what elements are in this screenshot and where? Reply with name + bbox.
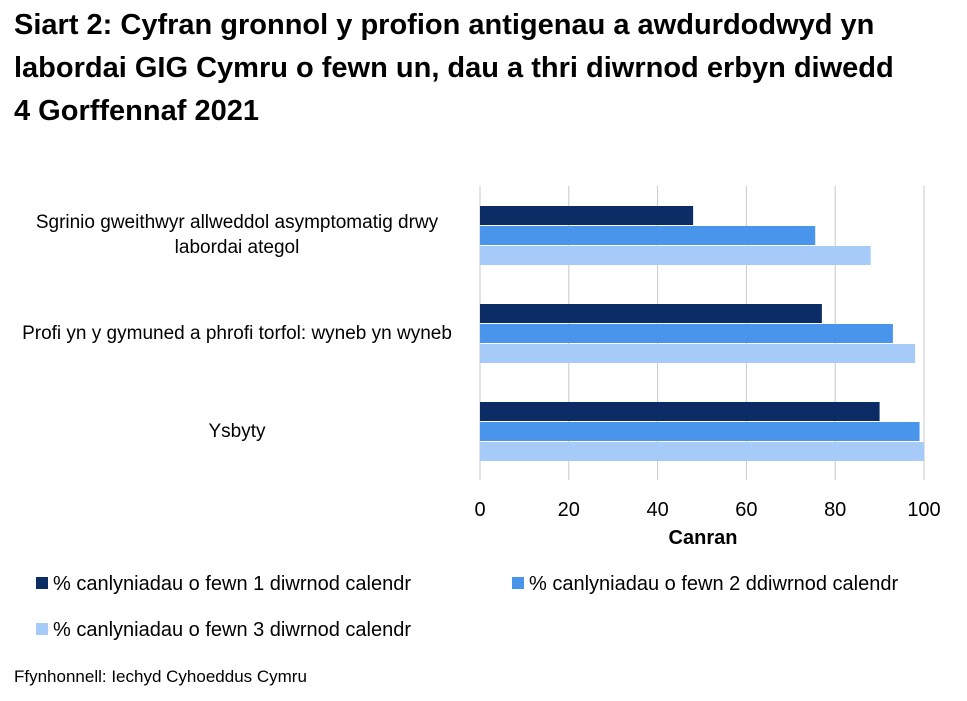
bar [480, 246, 871, 265]
bar [480, 344, 916, 363]
x-tick-label: 20 [558, 499, 580, 521]
x-tick-label: 60 [735, 499, 757, 521]
x-tick-label: 0 [474, 499, 485, 521]
bar [480, 324, 893, 343]
legend-label: % canlyniadau o fewn 3 diwrnod calendr [53, 619, 411, 641]
source: Ffynhonnell: Iechyd Cyhoeddus Cymru [14, 667, 307, 686]
x-tick-label: 100 [907, 499, 940, 521]
x-tick-label: 40 [646, 499, 668, 521]
legend-swatch [36, 577, 48, 589]
y-tick-label: Profi yn y gymuned a phrofi torfol: wyne… [22, 322, 452, 344]
y-tick-label: Ysbyty [208, 420, 266, 442]
y-tick-label: Sgrinio gweithwyr allweddol asymptomatig… [35, 212, 439, 258]
bar [480, 422, 920, 441]
chart-title: Siart 2: Cyfran gronnol y profion antige… [14, 9, 894, 127]
legend-label: % canlyniadau o fewn 2 ddiwrnod calendr [529, 573, 898, 595]
bar [480, 402, 880, 421]
x-tick-label: 80 [824, 499, 846, 521]
legend-swatch [512, 577, 524, 589]
bar [480, 226, 816, 245]
legend-swatch [36, 623, 48, 635]
x-axis-label: Canran [669, 527, 738, 549]
legend-label: % canlyniadau o fewn 1 diwrnod calendr [53, 573, 411, 595]
bar [480, 206, 694, 225]
bar [480, 304, 822, 323]
bar [480, 442, 924, 461]
